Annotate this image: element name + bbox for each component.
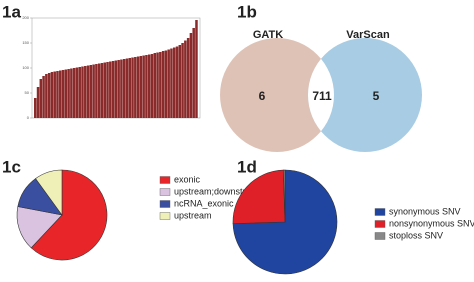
panel-label: 1c <box>2 157 21 176</box>
bar <box>114 60 118 118</box>
bar <box>97 63 101 118</box>
bar <box>131 57 134 118</box>
bar <box>59 70 62 118</box>
legend-swatch <box>374 208 386 216</box>
bar <box>147 54 151 118</box>
bar <box>86 65 90 118</box>
bar <box>50 72 54 118</box>
y-tick-label: 150 <box>22 40 29 45</box>
bar <box>120 59 123 118</box>
bar <box>139 56 143 118</box>
legend-swatch <box>374 220 386 228</box>
bar <box>64 69 68 118</box>
panel-label: 1d <box>237 157 257 176</box>
legend-swatch <box>374 232 386 240</box>
bar <box>100 63 104 118</box>
panel-label: 1a <box>2 2 21 21</box>
bar <box>164 50 168 118</box>
bar <box>45 74 48 118</box>
set-name: VarScan <box>346 29 390 41</box>
bar <box>167 49 170 118</box>
bar <box>117 60 120 118</box>
pie-slice <box>16 206 63 249</box>
pie-slice <box>283 169 286 223</box>
bar <box>150 54 154 118</box>
bar <box>181 43 184 118</box>
bar <box>67 69 70 118</box>
legend-swatch <box>159 176 171 184</box>
y-tick-label: 0 <box>27 115 30 120</box>
y-tick-label: 100 <box>22 65 29 70</box>
legend-swatch <box>159 212 171 220</box>
bar <box>178 45 182 118</box>
venn-circle <box>308 38 422 152</box>
bar <box>109 61 112 118</box>
bar <box>145 55 148 118</box>
y-tick-label: 200 <box>22 15 29 20</box>
bar <box>122 59 126 118</box>
bar <box>106 62 109 118</box>
bar <box>156 52 159 118</box>
bar <box>134 57 137 118</box>
bar <box>61 70 65 118</box>
bar <box>195 20 198 118</box>
legend-label: synonymous SNV <box>389 206 461 216</box>
bar <box>136 56 140 118</box>
bar <box>172 47 176 118</box>
bar <box>72 68 76 118</box>
pie-slice <box>30 169 108 261</box>
set-count: 5 <box>373 89 380 103</box>
legend-label: nonsynonymous SNV <box>389 218 474 228</box>
pie-slice <box>232 169 286 224</box>
bar <box>161 51 165 118</box>
legend-label: ncRNA_exonic <box>174 198 234 208</box>
bar <box>186 38 190 118</box>
legend-label: upstream;downstream <box>174 186 263 196</box>
bar <box>128 58 132 118</box>
legend-swatch <box>159 188 171 196</box>
panel-label: 1b <box>237 2 257 21</box>
bar <box>103 62 106 118</box>
bar <box>89 65 93 118</box>
set-count: 6 <box>259 89 266 103</box>
bar <box>56 71 59 118</box>
bar <box>47 73 51 118</box>
bar <box>78 67 81 118</box>
bar <box>170 48 173 118</box>
bar <box>111 61 115 118</box>
bar <box>159 52 162 118</box>
bar <box>53 71 56 118</box>
bar <box>70 68 73 118</box>
y-tick-label: 50 <box>25 90 30 95</box>
pie-slice <box>35 169 63 216</box>
set-name: GATK <box>253 29 283 41</box>
bar <box>81 66 84 118</box>
legend-swatch <box>159 200 171 208</box>
bar <box>84 66 87 118</box>
legend-label: exonic <box>174 174 201 184</box>
legend-label: upstream <box>174 210 212 220</box>
bar <box>125 58 129 118</box>
bar <box>92 64 95 118</box>
bar <box>42 76 45 118</box>
bar <box>175 46 179 118</box>
bar <box>153 53 157 118</box>
bar <box>95 64 98 118</box>
bar <box>75 67 79 118</box>
legend-label: stoploss SNV <box>389 230 443 240</box>
bar <box>192 28 195 118</box>
bar <box>184 40 187 118</box>
bar <box>34 98 37 118</box>
bar <box>39 79 43 118</box>
venn-circle <box>220 38 334 152</box>
intersection-count: 711 <box>312 89 332 103</box>
bar <box>142 55 145 118</box>
bar <box>36 87 40 118</box>
bar <box>189 33 193 118</box>
